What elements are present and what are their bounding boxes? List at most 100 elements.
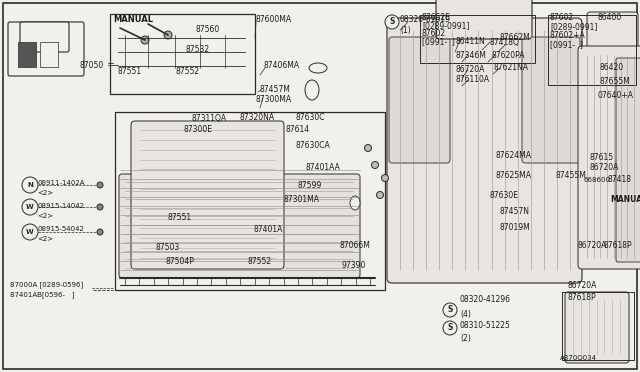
- Circle shape: [376, 192, 383, 199]
- Text: 87457M: 87457M: [260, 86, 291, 94]
- Text: 876110A: 876110A: [456, 76, 490, 84]
- Text: 87320NA: 87320NA: [240, 113, 275, 122]
- Text: 87630C: 87630C: [296, 113, 326, 122]
- Text: 87652E: 87652E: [422, 13, 451, 22]
- Text: 668600: 668600: [583, 177, 610, 183]
- Text: 87532: 87532: [185, 45, 209, 55]
- FancyBboxPatch shape: [8, 22, 84, 76]
- Text: 87346M: 87346M: [456, 51, 487, 60]
- Bar: [420, 15, 535, 63]
- Text: [0289-0991]: [0289-0991]: [550, 22, 597, 32]
- Text: 87655M: 87655M: [600, 77, 631, 87]
- Text: [0991-  ]: [0991- ]: [550, 41, 583, 49]
- FancyBboxPatch shape: [387, 18, 582, 283]
- Text: 87551: 87551: [118, 67, 142, 77]
- Circle shape: [141, 36, 149, 44]
- Text: MANUAL: MANUAL: [610, 196, 640, 205]
- Bar: [18, 42, 36, 67]
- Text: 87662M: 87662M: [500, 33, 531, 42]
- Text: 87050: 87050: [80, 61, 104, 70]
- Text: 87000A [0289-0596]: 87000A [0289-0596]: [10, 282, 83, 288]
- Text: 87406MA: 87406MA: [263, 61, 299, 71]
- Text: 86720A: 86720A: [568, 280, 597, 289]
- Text: N: N: [27, 182, 33, 188]
- Text: 87455M: 87455M: [555, 170, 586, 180]
- Text: W: W: [26, 204, 34, 210]
- Text: 97390: 97390: [342, 260, 366, 269]
- Text: 87300E: 87300E: [184, 125, 213, 135]
- Text: (2): (2): [460, 334, 471, 343]
- Ellipse shape: [305, 80, 319, 100]
- Text: 87552: 87552: [248, 257, 272, 266]
- Circle shape: [443, 321, 457, 335]
- Text: 87624MA: 87624MA: [495, 151, 531, 160]
- Text: 87614: 87614: [286, 125, 310, 135]
- Ellipse shape: [350, 196, 360, 210]
- Text: (4): (4): [460, 310, 471, 318]
- FancyBboxPatch shape: [119, 174, 360, 278]
- Text: 87504P: 87504P: [165, 257, 194, 266]
- Circle shape: [22, 177, 38, 193]
- Bar: [548, 15, 636, 85]
- Text: 87019M: 87019M: [500, 224, 531, 232]
- Circle shape: [97, 204, 103, 210]
- Text: 87551: 87551: [168, 214, 192, 222]
- Text: [0991-  ]: [0991- ]: [422, 38, 455, 46]
- Bar: [562, 292, 634, 360]
- Text: 87630CA: 87630CA: [295, 141, 330, 150]
- FancyBboxPatch shape: [389, 37, 450, 163]
- Text: 87620PA: 87620PA: [492, 51, 525, 60]
- Text: 87600MA: 87600MA: [256, 16, 292, 25]
- Text: 87599: 87599: [298, 180, 323, 189]
- Text: 86420: 86420: [600, 64, 624, 73]
- Text: 87066M: 87066M: [340, 241, 371, 250]
- Text: 87311QA: 87311QA: [192, 113, 227, 122]
- Text: W: W: [26, 229, 34, 235]
- Text: <2>: <2>: [37, 190, 53, 196]
- Text: 86720A: 86720A: [578, 241, 607, 250]
- Text: 86411N: 86411N: [456, 38, 486, 46]
- Text: 08310-51225: 08310-51225: [460, 321, 511, 330]
- FancyBboxPatch shape: [587, 12, 638, 53]
- Text: A870Q034: A870Q034: [560, 355, 597, 361]
- Text: 86720A: 86720A: [456, 65, 485, 74]
- Circle shape: [371, 161, 378, 169]
- Text: 08320-41296: 08320-41296: [460, 295, 511, 305]
- FancyBboxPatch shape: [578, 46, 640, 269]
- Text: 87615: 87615: [590, 154, 614, 163]
- Text: 87618P: 87618P: [568, 292, 596, 301]
- Bar: [40, 42, 58, 67]
- Text: 87560: 87560: [195, 26, 220, 35]
- Text: MANUAL: MANUAL: [113, 16, 153, 25]
- Text: <2>: <2>: [37, 213, 53, 219]
- Text: 87602: 87602: [422, 29, 446, 38]
- FancyBboxPatch shape: [565, 292, 629, 363]
- Text: 87602+A: 87602+A: [550, 32, 586, 41]
- Circle shape: [164, 31, 172, 39]
- Text: 87625MA: 87625MA: [495, 170, 531, 180]
- Text: 87552: 87552: [175, 67, 199, 77]
- Text: 86720A: 86720A: [590, 164, 620, 173]
- Circle shape: [97, 229, 103, 235]
- Text: 87503: 87503: [155, 244, 179, 253]
- Text: 87630E: 87630E: [490, 190, 519, 199]
- FancyBboxPatch shape: [131, 121, 284, 269]
- Text: 87401A: 87401A: [254, 225, 284, 234]
- FancyBboxPatch shape: [616, 58, 640, 262]
- Text: 08911-1402A: 08911-1402A: [37, 180, 84, 186]
- Text: 87301MA: 87301MA: [284, 196, 320, 205]
- FancyBboxPatch shape: [20, 22, 69, 52]
- Text: 87300MA: 87300MA: [255, 96, 291, 105]
- FancyBboxPatch shape: [436, 0, 532, 39]
- Text: 87621NA: 87621NA: [494, 64, 529, 73]
- Text: 87418Q: 87418Q: [490, 38, 520, 46]
- Text: 86400: 86400: [598, 13, 622, 22]
- Text: 87401AB[0596-   ]: 87401AB[0596- ]: [10, 292, 74, 298]
- Text: [0289-0991]: [0289-0991]: [422, 22, 469, 31]
- Circle shape: [22, 224, 38, 240]
- Circle shape: [443, 303, 457, 317]
- Circle shape: [97, 182, 103, 188]
- Text: S: S: [447, 305, 452, 314]
- Text: S: S: [389, 17, 395, 26]
- Text: (1): (1): [400, 26, 411, 35]
